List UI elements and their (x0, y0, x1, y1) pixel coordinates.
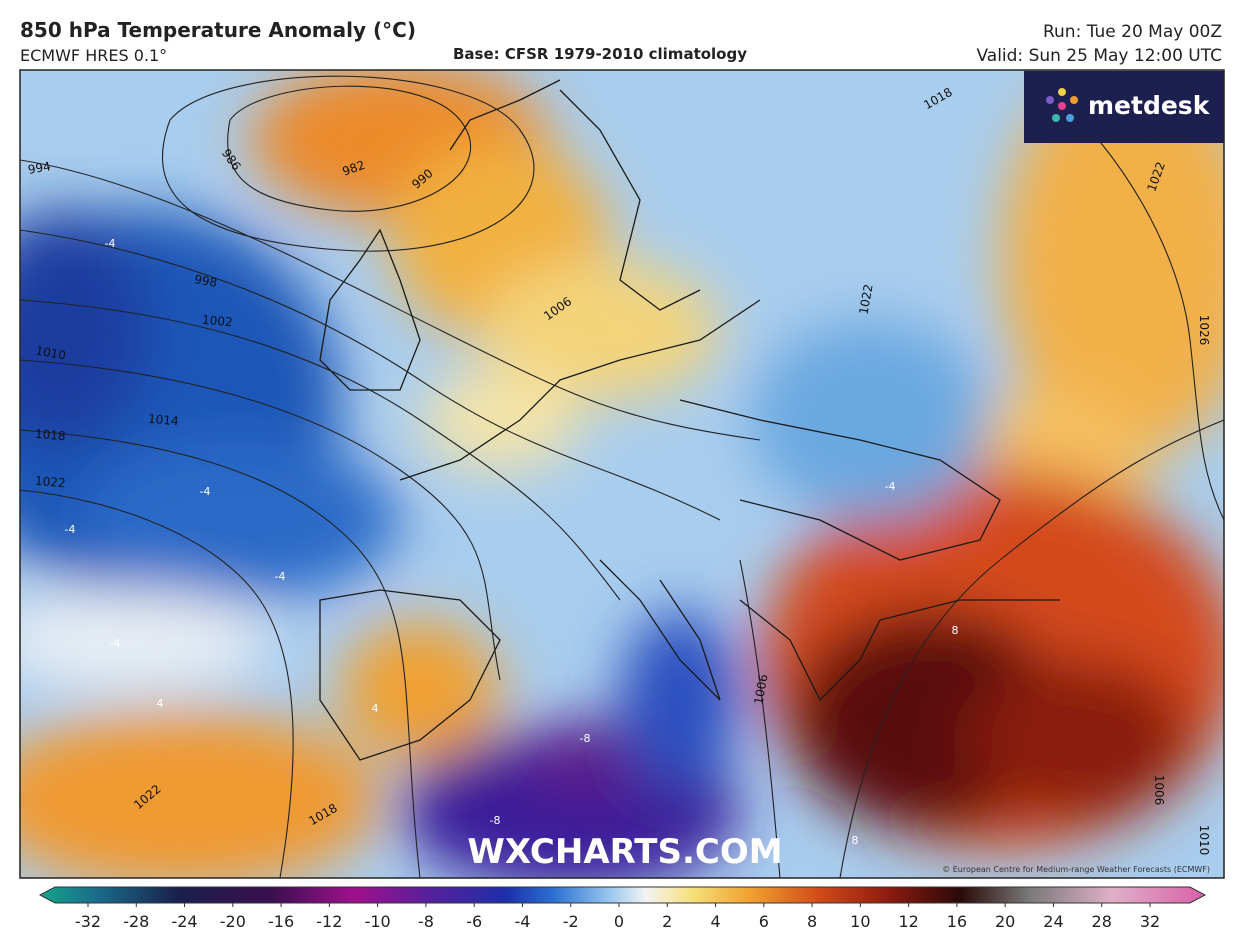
map: metdesk WXCHARTS.COM © European Centre f… (20, 70, 1224, 878)
colorbar-tick-label: 8 (807, 912, 817, 931)
isobars (20, 75, 1224, 878)
colorbar-tick-label: -28 (123, 912, 149, 931)
isobar-label: 1006 (752, 673, 771, 706)
colorbar-tick-label: 24 (1043, 912, 1063, 931)
colorbar: -32 -28 -24 -20 -16 -12 -10 -8 -6 -4 -2 0 2 4 6 8 10 12 16… (38, 886, 1207, 931)
valid: Valid: Sun 25 May 12:00 UTC (976, 46, 1222, 66)
colorbar-tick-label: 12 (898, 912, 918, 931)
colorbar-tick-label: 6 (759, 912, 769, 931)
colorbar-tick-label: 4 (710, 912, 720, 931)
colorbar-tick-label: -4 (514, 912, 530, 931)
isobar-label: 1014 (148, 412, 180, 429)
anomaly-label: 8 (852, 834, 859, 847)
isobar-label: 1002 (202, 313, 234, 330)
map-frame (19, 69, 1225, 879)
anomaly-label: 8 (952, 624, 959, 637)
colorbar-tick-label: -32 (75, 912, 101, 931)
colorbar-tick-label: -24 (171, 912, 197, 931)
isobar-label: 1018 (35, 427, 67, 444)
anomaly-label: -4 (275, 570, 286, 583)
isobar-label: 994 (27, 159, 52, 177)
colorbar-tick-label: -20 (220, 912, 246, 931)
base: Base: CFSR 1979-2010 climatology (453, 45, 747, 63)
isobar-label: 998 (193, 272, 218, 290)
colorbar-tick-label: -10 (365, 912, 391, 931)
isobar-label: 1010 (1197, 825, 1211, 856)
colorbar-tick-label: 0 (614, 912, 624, 931)
anomaly-label: -8 (490, 814, 501, 827)
colorbar-tick-label: 32 (1140, 912, 1160, 931)
colorbar-tick-label: 16 (947, 912, 967, 931)
colorbar-tick-label: 2 (662, 912, 672, 931)
colorbar-tick-label: -8 (418, 912, 434, 931)
brand-box (1024, 71, 1224, 143)
anomaly-label: -4 (65, 523, 76, 536)
anomaly-label: -4 (105, 237, 116, 250)
anomaly-field (20, 70, 1224, 878)
colorbar-tick-label: 20 (995, 912, 1015, 931)
isobar-label: 1006 (1152, 775, 1166, 806)
model: ECMWF HRES 0.1° (20, 46, 167, 65)
colorbar-tick-label: -2 (563, 912, 579, 931)
colorbar-scale (38, 886, 1207, 904)
colorbar-tick-label: -6 (466, 912, 482, 931)
run: Run: Tue 20 May 00Z (1043, 22, 1222, 42)
credit: © European Centre for Medium-range Weath… (942, 865, 1210, 874)
colorbar-tick-label: -12 (316, 912, 342, 931)
colorbar-tick-label: -16 (268, 912, 294, 931)
anomaly-label: -4 (200, 485, 211, 498)
anomaly-label: 4 (372, 702, 379, 715)
anomaly-label: 4 (157, 697, 164, 710)
colorbar-tick-label: 28 (1092, 912, 1112, 931)
anomaly-label: -4 (110, 637, 121, 650)
isobar-label: 1022 (857, 283, 876, 316)
coastlines (319, 79, 1060, 761)
isobar-label: 1026 (1197, 315, 1211, 346)
colorbar-tick-label: 10 (850, 912, 870, 931)
isobar-label: 1022 (35, 474, 67, 491)
watermark: WXCHARTS.COM (467, 832, 782, 872)
title: 850 hPa Temperature Anomaly (°C) (20, 18, 416, 42)
colorbar-ticks: -32 -28 -24 -20 -16 -12 -10 -8 -6 -4 -2 0 2 4 6 8 10 12 16… (75, 903, 1160, 931)
isobar-label: 1010 (34, 344, 67, 363)
brand-logo (1046, 88, 1078, 122)
anomaly-label: -8 (580, 732, 591, 745)
brand: metdesk (1088, 91, 1211, 120)
anomaly-label: -4 (885, 480, 896, 493)
